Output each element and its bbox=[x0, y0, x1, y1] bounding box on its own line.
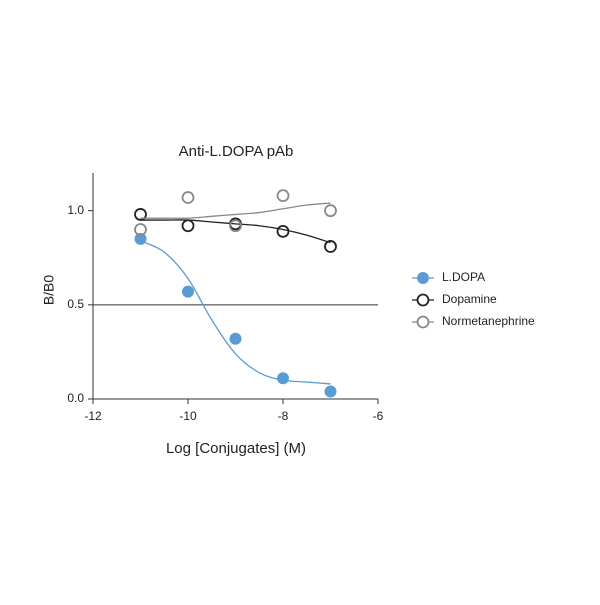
chart-title: Anti-L.DOPA pAb bbox=[179, 143, 294, 160]
data-point bbox=[182, 285, 194, 298]
legend-label: Dopamine bbox=[442, 292, 497, 306]
data-point bbox=[181, 219, 195, 233]
y-tick-label: 0.5 bbox=[67, 297, 84, 311]
x-tick-label: -10 bbox=[179, 409, 197, 423]
legend-label: L.DOPA bbox=[442, 270, 485, 284]
y-tick-label: 1.0 bbox=[67, 203, 84, 217]
legend-marker bbox=[417, 272, 429, 284]
data-point bbox=[324, 204, 337, 218]
x-tick-label: -6 bbox=[373, 409, 384, 423]
data-point bbox=[277, 372, 289, 385]
legend-marker bbox=[416, 293, 430, 307]
legend-marker bbox=[416, 315, 430, 329]
data-point bbox=[181, 191, 195, 204]
data-point bbox=[276, 189, 290, 203]
data-point bbox=[134, 223, 147, 236]
data-point bbox=[134, 208, 147, 221]
data-point bbox=[229, 219, 242, 233]
fit-curve bbox=[140, 202, 331, 219]
fit-curve bbox=[140, 219, 331, 244]
data-point bbox=[324, 240, 337, 253]
data-point bbox=[276, 224, 290, 238]
fit-curve bbox=[140, 240, 331, 385]
data-point bbox=[324, 385, 337, 398]
y-tick-label: 0.0 bbox=[67, 391, 84, 405]
legend-label: Normetanephrine bbox=[442, 314, 535, 328]
x-tick-label: -8 bbox=[278, 409, 289, 423]
data-point bbox=[134, 232, 147, 245]
x-axis-label: Log [Conjugates] (M) bbox=[166, 440, 306, 457]
x-tick-label: -12 bbox=[84, 409, 102, 423]
data-point bbox=[229, 332, 242, 345]
y-axis-label: B/B0 bbox=[41, 275, 57, 306]
